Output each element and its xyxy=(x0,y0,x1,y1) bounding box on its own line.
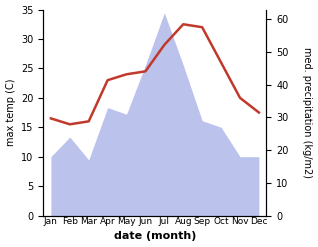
Y-axis label: med. precipitation (kg/m2): med. precipitation (kg/m2) xyxy=(302,47,313,178)
X-axis label: date (month): date (month) xyxy=(114,231,196,242)
Y-axis label: max temp (C): max temp (C) xyxy=(5,79,16,146)
